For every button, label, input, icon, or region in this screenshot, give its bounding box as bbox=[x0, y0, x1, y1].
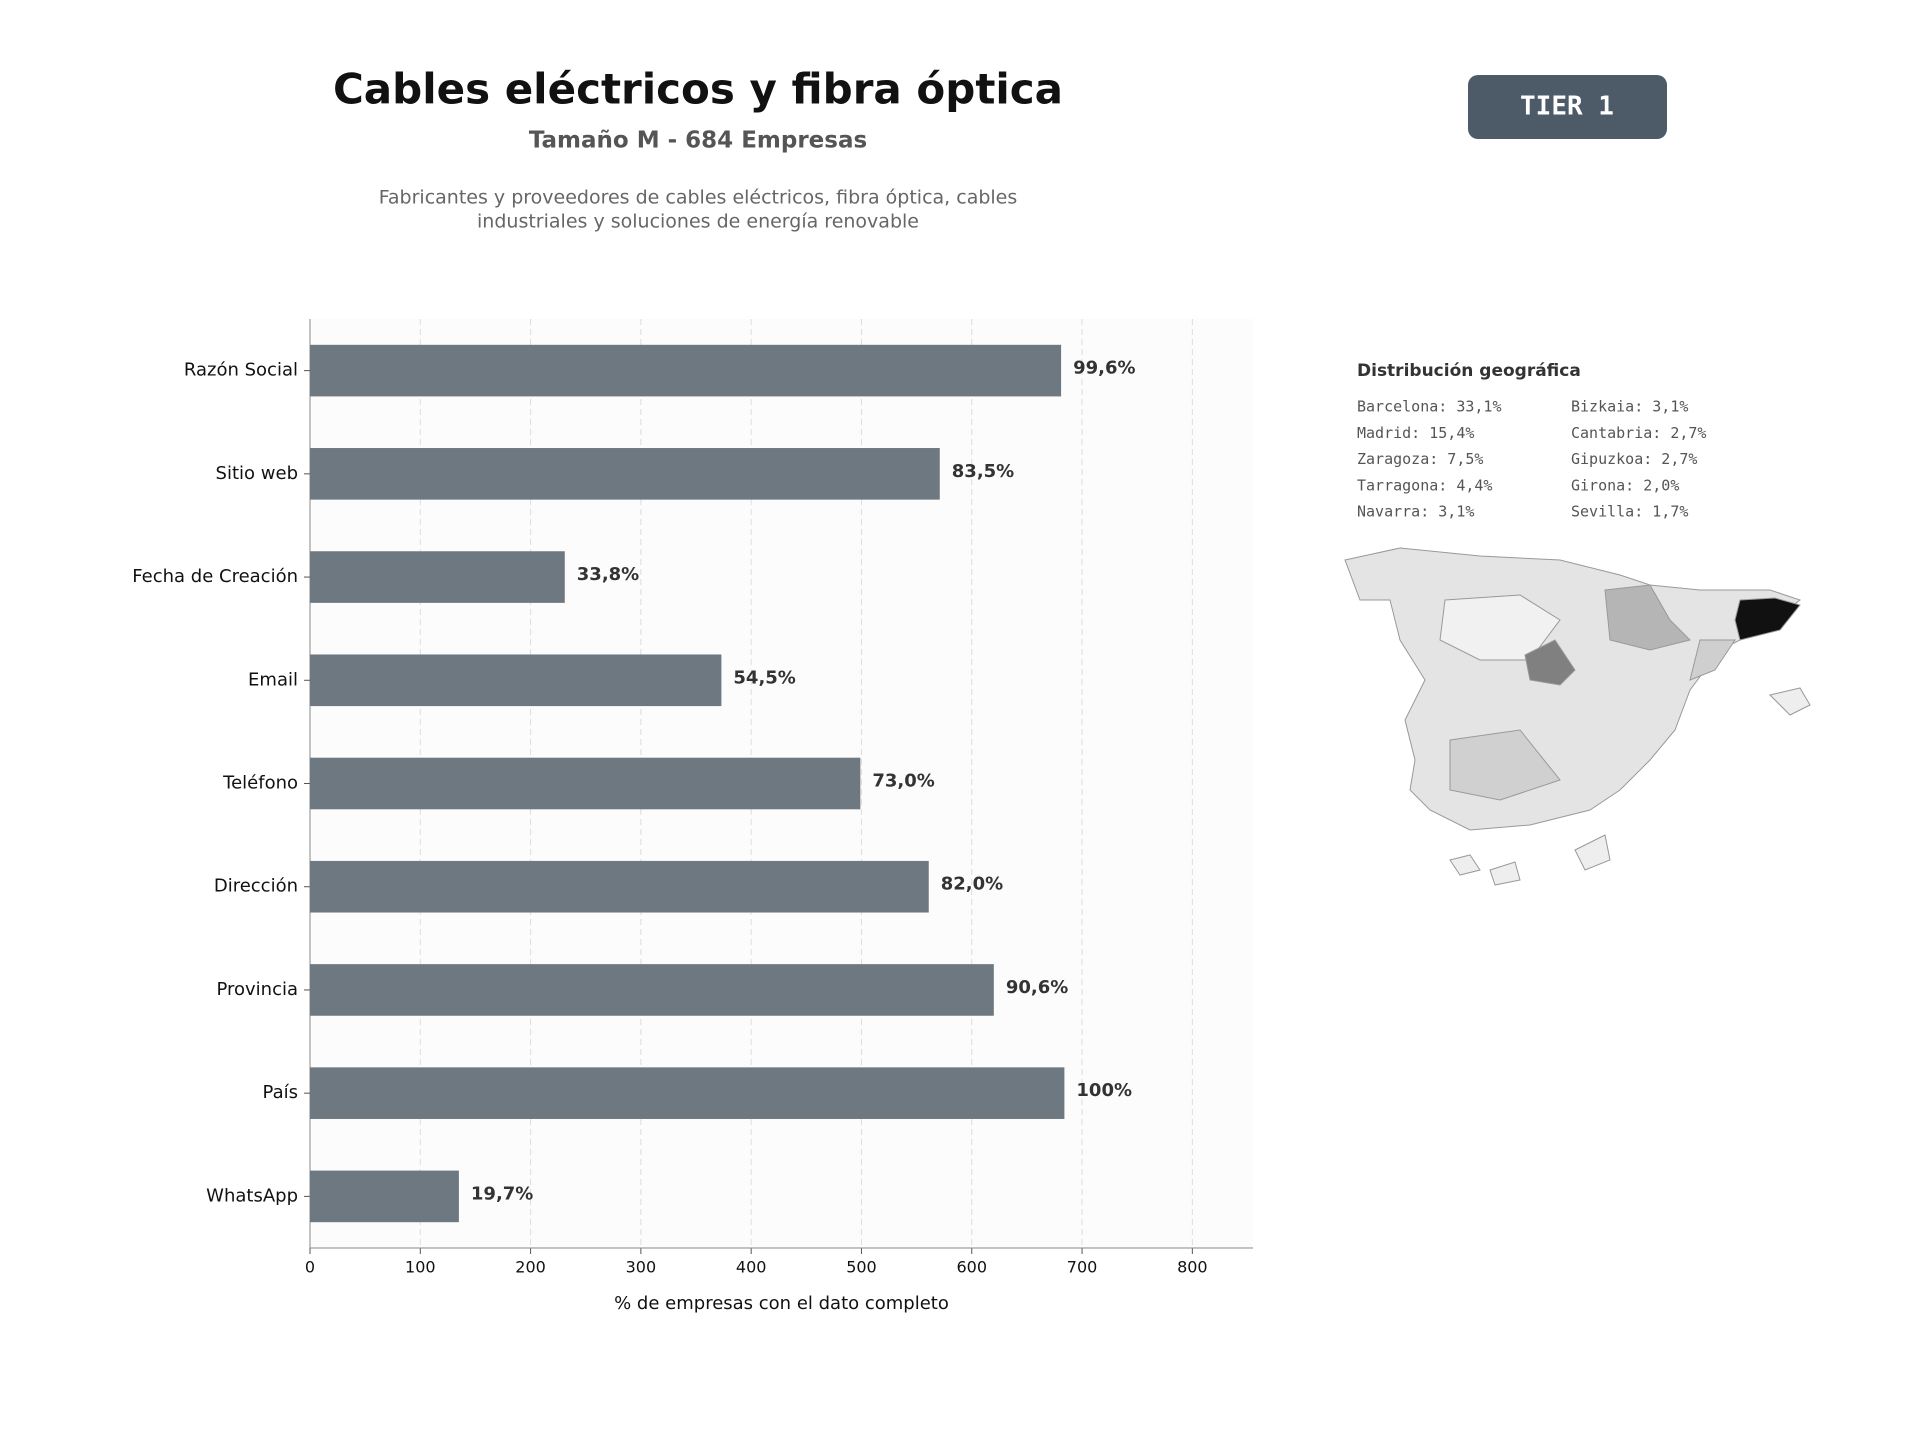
geo-entry: Cantabria: 2,7% bbox=[1571, 424, 1706, 442]
x-tick-label: 600 bbox=[956, 1258, 987, 1277]
subtitle: Tamaño M - 684 Empresas bbox=[529, 128, 867, 154]
bar bbox=[310, 1170, 459, 1223]
x-tick-label: 500 bbox=[846, 1258, 877, 1277]
y-tick-label: Fecha de Creación bbox=[132, 566, 298, 587]
geo-entry: Barcelona: 33,1% bbox=[1357, 398, 1502, 416]
description: Fabricantes y proveedores de cables eléc… bbox=[379, 187, 1018, 209]
value-label: 100% bbox=[1076, 1080, 1132, 1101]
value-label: 33,8% bbox=[577, 564, 639, 585]
geo-entry: Madrid: 15,4% bbox=[1357, 424, 1474, 442]
value-label: 19,7% bbox=[471, 1183, 533, 1204]
y-tick-label: Razón Social bbox=[184, 360, 298, 381]
y-tick-label: Dirección bbox=[214, 876, 298, 897]
x-tick-label: 800 bbox=[1177, 1258, 1208, 1277]
badge-text: TIER 1 bbox=[1520, 92, 1614, 122]
value-label: 73,0% bbox=[872, 771, 934, 792]
y-tick-label: WhatsApp bbox=[206, 1185, 298, 1206]
bar bbox=[310, 551, 565, 603]
geo-entry: Girona: 2,0% bbox=[1571, 476, 1679, 494]
value-label: 54,5% bbox=[733, 667, 795, 688]
y-tick-label: Provincia bbox=[216, 979, 298, 1000]
geo-entry: Navarra: 3,1% bbox=[1357, 503, 1474, 521]
geo-title: Distribución geográfica bbox=[1357, 361, 1581, 381]
geo-entry: Bizkaia: 3,1% bbox=[1571, 398, 1688, 416]
y-tick-label: Sitio web bbox=[216, 463, 298, 484]
x-tick-label: 400 bbox=[736, 1258, 767, 1277]
description: industriales y soluciones de energía ren… bbox=[477, 211, 919, 233]
bar bbox=[310, 757, 861, 810]
x-tick-label: 100 bbox=[405, 1258, 436, 1277]
bar bbox=[310, 654, 722, 707]
value-label: 83,5% bbox=[952, 461, 1014, 482]
title: Cables eléctricos y fibra óptica bbox=[333, 65, 1063, 114]
bar bbox=[310, 860, 929, 913]
y-tick-label: Email bbox=[248, 669, 298, 690]
bar bbox=[310, 448, 940, 500]
bar bbox=[310, 1067, 1065, 1119]
bar bbox=[310, 344, 1062, 397]
value-label: 99,6% bbox=[1073, 358, 1135, 379]
value-label: 82,0% bbox=[941, 874, 1003, 895]
y-tick-label: Teléfono bbox=[222, 773, 298, 794]
y-tick-label: País bbox=[263, 1082, 298, 1103]
x-tick-label: 0 bbox=[305, 1258, 315, 1277]
value-label: 90,6% bbox=[1006, 977, 1068, 998]
x-axis-label: % de empresas con el dato completo bbox=[614, 1293, 949, 1314]
x-tick-label: 300 bbox=[626, 1258, 657, 1277]
badge bbox=[1468, 75, 1667, 139]
geo-entry: Zaragoza: 7,5% bbox=[1357, 450, 1483, 468]
geo-entry: Tarragona: 4,4% bbox=[1357, 476, 1492, 494]
map bbox=[1344, 547, 1811, 886]
x-tick-label: 200 bbox=[515, 1258, 546, 1277]
x-tick-label: 700 bbox=[1067, 1258, 1098, 1277]
geo-entry: Gipuzkoa: 2,7% bbox=[1571, 450, 1697, 468]
bar bbox=[310, 964, 994, 1016]
geo-entry: Sevilla: 1,7% bbox=[1571, 503, 1688, 521]
